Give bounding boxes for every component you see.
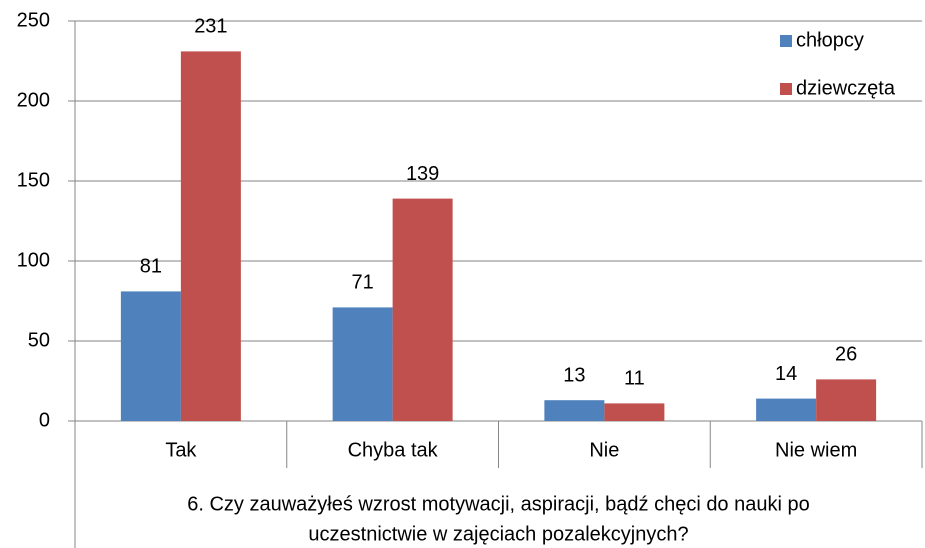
x-axis-title: uczestnictwie w zajęciach pozalekcyjnych… <box>308 523 688 545</box>
legend-swatch <box>780 35 792 47</box>
y-tick-label: 200 <box>17 89 50 111</box>
bar <box>544 400 605 421</box>
y-tick-label: 150 <box>17 169 50 191</box>
bar <box>332 307 393 421</box>
x-tick-label: Nie wiem <box>775 439 857 461</box>
y-tick-label: 50 <box>28 329 50 351</box>
value-label: 26 <box>835 344 857 366</box>
bar <box>392 198 453 421</box>
value-label: 231 <box>194 16 227 38</box>
bar <box>180 51 241 422</box>
bar <box>756 398 817 421</box>
x-axis-title: 6. Czy zauważyłeś wzrost motywacji, aspi… <box>187 493 809 515</box>
y-tick-label: 0 <box>39 409 50 431</box>
value-label: 71 <box>352 272 374 294</box>
value-label: 139 <box>406 163 439 185</box>
legend-swatch <box>780 83 792 95</box>
bar <box>120 291 181 421</box>
legend-label: chłopcy <box>796 29 864 51</box>
x-tick-label: Chyba tak <box>348 439 439 461</box>
legend-label: dziewczęta <box>796 77 896 99</box>
bar <box>816 379 877 421</box>
y-tick-label: 100 <box>17 249 50 271</box>
x-tick-label: Tak <box>165 439 197 461</box>
value-label: 13 <box>563 364 585 386</box>
value-label: 11 <box>624 368 645 390</box>
bar <box>604 403 665 421</box>
y-tick-label: 250 <box>17 9 50 31</box>
value-label: 81 <box>140 256 162 278</box>
value-label: 14 <box>775 363 797 385</box>
x-tick-label: Nie <box>589 439 619 461</box>
